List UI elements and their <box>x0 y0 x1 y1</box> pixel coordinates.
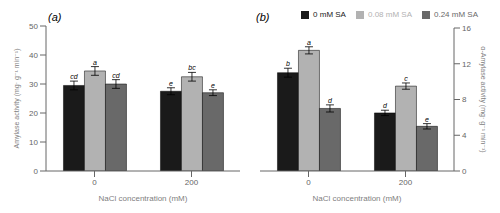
svg-text:8: 8 <box>462 95 467 104</box>
svg-text:α-Amylase activity (mg· g⁻¹ mi: α-Amylase activity (mg· g⁻¹ min⁻¹) <box>479 46 487 152</box>
svg-text:12: 12 <box>462 60 471 69</box>
svg-text:cd: cd <box>112 72 121 79</box>
html-text:(b): (b) <box>256 11 270 23</box>
html-text:0.08 mM SA: 0.08 mM SA <box>368 10 412 19</box>
svg-text:30: 30 <box>29 80 38 89</box>
svg-text:e: e <box>169 80 173 87</box>
svg-text:16: 16 <box>462 24 471 33</box>
svg-text:200: 200 <box>399 178 413 187</box>
svg-text:e: e <box>211 82 215 89</box>
svg-text:200: 200 <box>185 178 199 187</box>
svg-text:0: 0 <box>34 167 39 176</box>
svg-text:0: 0 <box>462 167 467 176</box>
svg-text:b: b <box>286 60 290 67</box>
html-text:(a): (a) <box>48 11 62 23</box>
html-text:0 mM SA: 0 mM SA <box>313 10 346 19</box>
svg-text:0: 0 <box>306 178 311 187</box>
svg-text:cd: cd <box>70 73 79 80</box>
svg-text:40: 40 <box>29 51 38 60</box>
svg-text:0: 0 <box>92 178 97 187</box>
svg-text:bc: bc <box>188 64 196 71</box>
svg-text:4: 4 <box>462 131 467 140</box>
svg-text:10: 10 <box>29 138 38 147</box>
svg-text:d: d <box>328 97 333 104</box>
svg-text:NaCl concentration (mM): NaCl concentration (mM) <box>99 194 188 203</box>
svg-text:c: c <box>404 75 408 82</box>
html-text:0.24 mM SA: 0.24 mM SA <box>434 10 478 19</box>
svg-text:a: a <box>307 39 311 46</box>
svg-text:e: e <box>425 116 429 123</box>
svg-text:NaCl concentration (mM): NaCl concentration (mM) <box>313 194 402 203</box>
svg-text:20: 20 <box>29 109 38 118</box>
svg-text:d: d <box>383 102 388 109</box>
svg-text:Amylase activity (mg· g⁻¹ min⁻: Amylase activity (mg· g⁻¹ min⁻¹) <box>13 49 21 149</box>
svg-text:a: a <box>93 59 97 66</box>
svg-text:50: 50 <box>29 22 38 31</box>
